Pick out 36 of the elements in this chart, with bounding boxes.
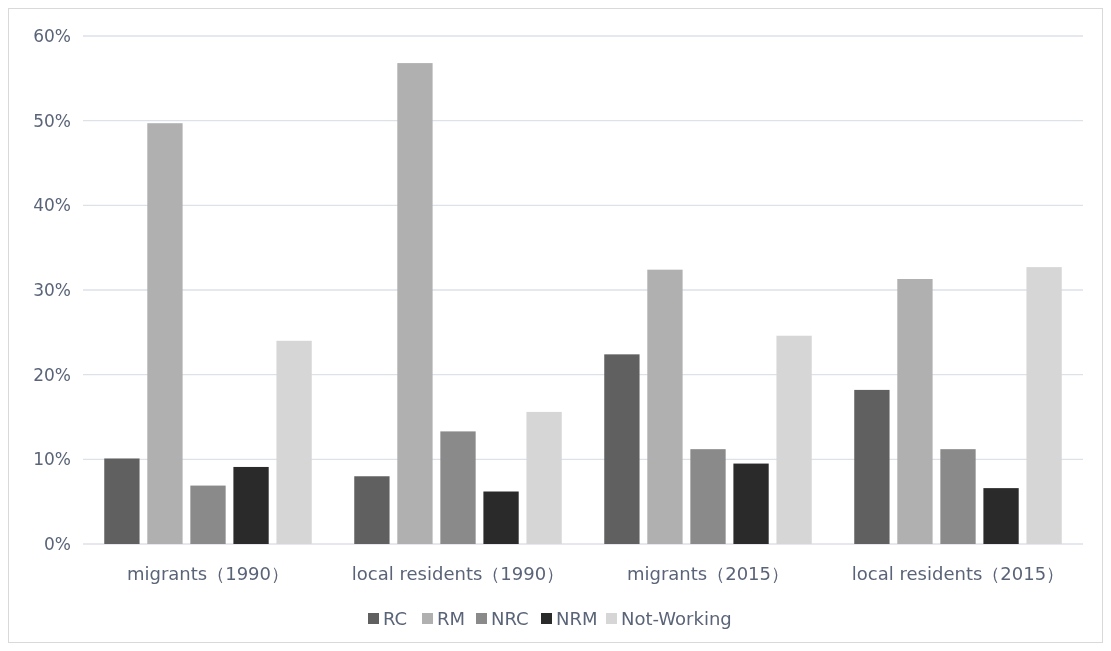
bar: [276, 340, 312, 544]
bar: [647, 269, 683, 544]
legend-label: NRM: [556, 608, 598, 630]
bar: [690, 449, 726, 544]
y-tick-label: 60%: [33, 25, 71, 46]
bar: [190, 485, 226, 544]
x-tick-label: local residents（1990）: [351, 563, 565, 584]
bar: [354, 476, 390, 544]
bar: [233, 466, 269, 544]
bar: [397, 63, 433, 544]
x-tick-label: migrants（1990）: [126, 563, 290, 584]
x-tick-label: migrants（2015）: [626, 563, 790, 584]
bar: [147, 123, 183, 544]
bar: [940, 449, 976, 544]
y-tick-label: 0%: [44, 533, 71, 554]
bar: [983, 488, 1019, 544]
x-tick-label: local residents（2015）: [851, 563, 1065, 584]
legend-label: Not-Working: [621, 608, 732, 630]
bar: [733, 463, 769, 544]
y-tick-label: 40%: [33, 195, 71, 216]
bar: [854, 389, 890, 544]
bar: [1026, 267, 1062, 544]
legend-label: RC: [383, 608, 408, 630]
bar: [483, 491, 519, 544]
bar: [440, 431, 476, 544]
y-tick-label: 50%: [33, 110, 71, 131]
y-tick-label: 20%: [33, 364, 71, 385]
bar: [604, 354, 640, 544]
bar: [104, 458, 140, 544]
y-tick-label: 10%: [33, 449, 71, 470]
y-tick-label: 30%: [33, 279, 71, 300]
bar: [897, 278, 933, 544]
legend-label: RM: [437, 608, 466, 630]
bar: [776, 335, 812, 544]
legend-label: NRC: [491, 608, 529, 630]
bar: [526, 411, 562, 544]
